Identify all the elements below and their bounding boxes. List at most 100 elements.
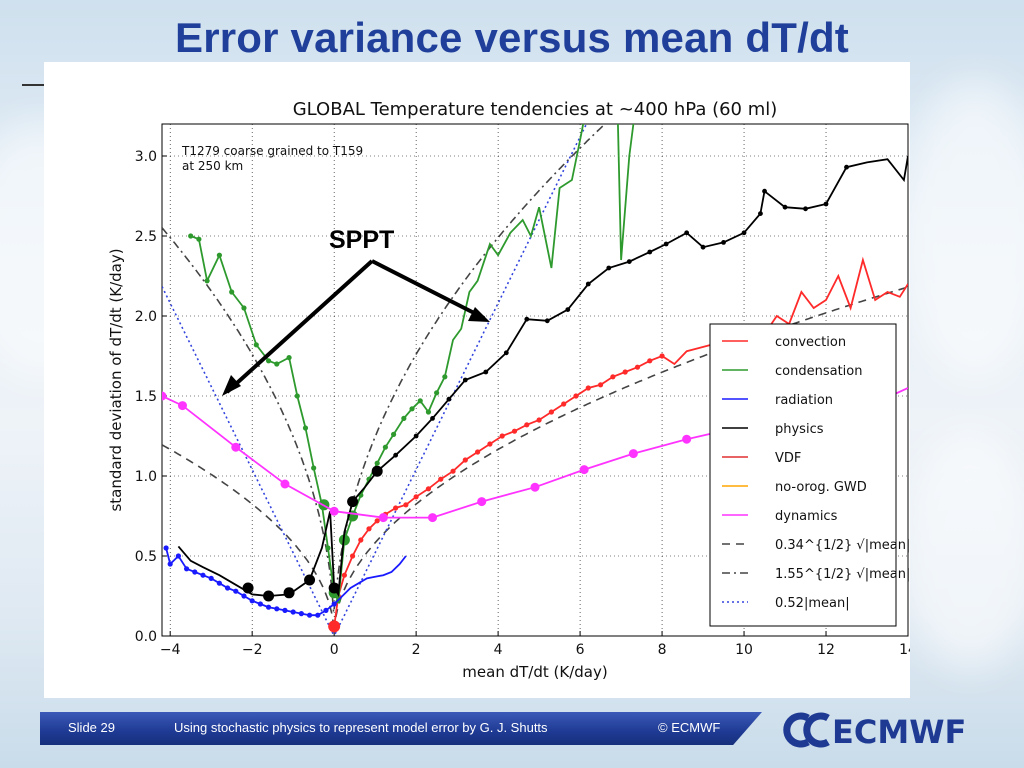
series-point-physics	[663, 241, 669, 247]
slide-number: Slide 29	[68, 720, 115, 735]
series-point-convection	[647, 358, 653, 364]
series-point-convection	[536, 417, 542, 423]
slide-title: Error variance versus mean dT/dt	[174, 14, 849, 61]
x-tick-label: 10	[735, 642, 753, 658]
series-point-convection	[499, 433, 505, 439]
ecmwf-logo: ECMWF	[783, 712, 966, 751]
x-tick-label: 12	[817, 642, 835, 658]
x-tick-label: 2	[412, 642, 421, 658]
x-tick-label: −2	[242, 642, 263, 658]
series-point-physics	[503, 350, 509, 356]
series-line-physics	[177, 155, 908, 598]
series-point-radiation	[208, 575, 214, 582]
series-point-physics	[823, 201, 829, 207]
series-point-convection	[524, 422, 530, 428]
series-point-dynamics	[378, 513, 388, 523]
legend-label: 1.55^{1/2} √|mean|	[775, 567, 910, 582]
y-tick-label: 1.5	[135, 389, 157, 405]
chart-subtitle-line-2: at 250 km	[182, 159, 243, 173]
series-point-physics	[626, 259, 632, 264]
series-point-physics	[430, 416, 435, 421]
series-point-convection	[366, 526, 372, 532]
series-point-condensation	[325, 545, 331, 551]
sppt-annotation: SPPT	[222, 226, 490, 396]
sppt-arrowhead-left	[222, 375, 241, 396]
series-point-physics	[585, 281, 591, 287]
legend-label: no-orog. GWD	[775, 480, 867, 495]
series-point-convection	[425, 486, 432, 492]
legend-label: condensation	[775, 364, 862, 379]
series-point-dynamics	[280, 479, 290, 489]
series-point-radiation	[331, 601, 337, 607]
ecmwf-wave-icon	[783, 712, 830, 748]
x-tick-label: 8	[658, 642, 667, 658]
series-point-condensation	[204, 278, 210, 284]
series-point-radiation	[274, 606, 280, 612]
sppt-arrow-right	[371, 259, 485, 320]
series-point-condensation	[274, 361, 280, 367]
series-point-physics	[565, 307, 571, 312]
axis-ticks: −4 −2 0 2 4 6 8 10 12 14 0.0 0.5 1.0 1.5 2.0 2.5 3.0	[135, 149, 910, 658]
series-point-convection	[403, 502, 409, 508]
series-line-radiation	[165, 547, 407, 617]
series-point-physics	[371, 465, 383, 477]
series-point-convection	[358, 537, 364, 543]
series-point-convection	[450, 468, 456, 474]
reference-curve	[162, 124, 607, 613]
y-tick-label: 1.0	[135, 469, 157, 485]
legend-label: VDF	[775, 451, 801, 466]
series-point-convection	[622, 369, 628, 375]
series-point-physics	[803, 206, 808, 212]
y-tick-label: 2.5	[135, 229, 157, 245]
series-point-condensation	[390, 431, 397, 437]
series-point-radiation	[282, 607, 288, 614]
series-point-convection	[634, 364, 641, 370]
background-cloud	[900, 430, 1024, 670]
series-point-radiation	[315, 612, 321, 618]
series-point-physics	[741, 230, 747, 236]
series-point-physics	[263, 590, 275, 602]
legend-label: radiation	[775, 393, 833, 408]
series-point-physics	[462, 377, 468, 383]
title-divider	[22, 84, 50, 86]
series-point-condensation	[196, 236, 202, 242]
series-point-condensation	[286, 355, 292, 361]
series-point-convection	[349, 553, 356, 559]
series-point-dynamics	[628, 449, 638, 459]
series-point-physics	[347, 496, 359, 508]
series-point-radiation	[167, 561, 173, 567]
chart-subtitle-line-1: T1279 coarse grained to T159	[181, 144, 363, 158]
series-point-dynamics	[477, 497, 487, 507]
series-point-condensation	[409, 406, 415, 412]
series-point-physics	[684, 230, 690, 236]
series-point-physics	[647, 249, 653, 255]
x-tick-label: 14	[899, 642, 910, 658]
series-point-condensation	[229, 289, 235, 295]
x-tick-label: −4	[160, 642, 181, 658]
series-point-radiation	[192, 569, 198, 575]
series-point-condensation	[216, 252, 222, 258]
series-point-condensation	[302, 425, 309, 431]
series-point-condensation	[417, 398, 423, 404]
series-point-condensation	[311, 465, 317, 471]
series-point-condensation	[401, 415, 407, 421]
series-point-radiation	[175, 553, 181, 559]
series-point-radiation	[233, 588, 239, 594]
series-point-convection	[438, 476, 444, 482]
footer-bar	[40, 712, 762, 745]
series-point-physics	[758, 211, 763, 217]
series-point-convection	[585, 385, 591, 391]
series-point-convection	[573, 393, 579, 399]
series-point-convection	[475, 449, 481, 455]
series-point-convection	[610, 374, 616, 380]
series-point-physics	[393, 452, 399, 458]
series-point-condensation	[241, 305, 247, 311]
x-tick-label: 0	[330, 642, 339, 658]
sppt-arrowhead-right	[468, 307, 490, 322]
series-point-dynamics	[428, 513, 438, 523]
series-point-condensation	[253, 342, 259, 348]
series-point-radiation	[224, 585, 231, 591]
series-point-radiation	[323, 607, 329, 614]
series-point-physics	[483, 369, 489, 375]
series-point-convection	[462, 457, 468, 463]
